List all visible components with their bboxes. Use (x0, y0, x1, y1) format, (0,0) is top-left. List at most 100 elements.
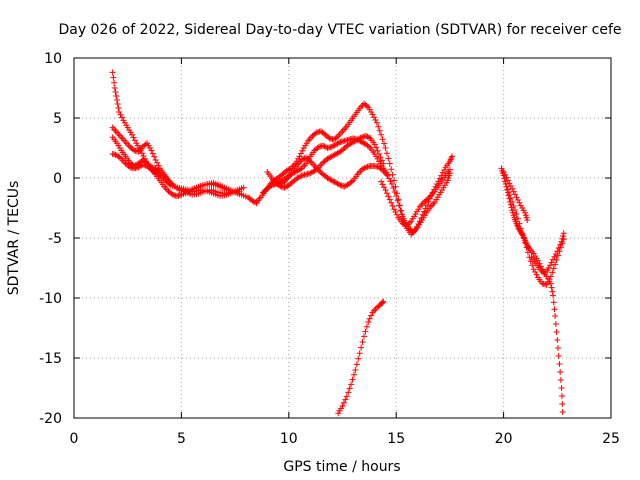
data-point (548, 259, 555, 266)
y-tick-label: -15 (39, 351, 62, 367)
data-point (543, 281, 550, 288)
data-point (346, 385, 353, 392)
data-point (557, 241, 564, 248)
data-point (378, 178, 385, 185)
data-point (552, 321, 559, 327)
data-point (357, 135, 364, 141)
data-point (398, 211, 405, 218)
data-point (142, 141, 149, 148)
data-point (146, 165, 153, 172)
y-tick-label: 0 (53, 171, 62, 187)
x-tick-label: 20 (495, 431, 513, 447)
data-point (549, 269, 556, 276)
data-point (383, 150, 390, 157)
data-point (522, 239, 529, 246)
data-point (530, 266, 537, 273)
data-point (378, 166, 385, 173)
data-point (372, 117, 379, 123)
data-point (296, 153, 303, 160)
data-point (305, 157, 312, 163)
data-point (365, 134, 372, 141)
data-point (391, 177, 398, 184)
data-point (349, 376, 356, 383)
data-point (111, 85, 118, 91)
data-point (139, 150, 146, 157)
data-point (128, 131, 135, 138)
y-tick-label: -5 (48, 231, 62, 247)
data-point (391, 189, 398, 195)
data-point (550, 292, 557, 299)
data-point (386, 175, 393, 182)
data-point (379, 181, 386, 188)
data-point (373, 119, 380, 126)
data-marks (109, 69, 567, 417)
x-tick-label: 15 (387, 431, 405, 447)
data-point (513, 194, 520, 201)
data-point (374, 147, 381, 154)
data-point (350, 371, 357, 378)
data-point (559, 235, 566, 242)
data-point (523, 244, 530, 251)
data-point (369, 111, 376, 118)
data-point (131, 137, 138, 144)
data-point (502, 181, 509, 187)
y-tick-label: 10 (44, 51, 62, 67)
data-point (556, 361, 563, 367)
data-point (549, 288, 556, 295)
data-point (377, 154, 384, 161)
data-point (373, 144, 380, 151)
data-point (507, 201, 514, 208)
data-point (500, 169, 507, 175)
data-point (532, 269, 539, 275)
data-point (111, 79, 118, 86)
data-point (382, 145, 389, 151)
data-point (393, 211, 400, 218)
data-point (333, 134, 340, 141)
data-point (546, 276, 553, 283)
data-point (550, 256, 557, 263)
data-point (397, 207, 404, 214)
data-point (358, 344, 365, 351)
data-point (391, 206, 398, 213)
data-point (152, 157, 159, 163)
data-point (554, 337, 561, 343)
data-point (314, 165, 321, 172)
data-point (446, 166, 453, 173)
data-point (551, 306, 558, 313)
data-point (148, 147, 155, 154)
data-point (151, 153, 158, 160)
data-point (547, 273, 554, 280)
data-point (388, 166, 395, 173)
data-point (109, 124, 116, 131)
data-point (114, 101, 121, 107)
data-point (524, 249, 531, 256)
data-point (510, 188, 517, 195)
data-point (545, 265, 552, 271)
data-point (502, 171, 509, 178)
data-point (396, 202, 403, 209)
data-point (353, 361, 360, 368)
data-point (439, 169, 446, 176)
data-point (402, 222, 409, 229)
data-point (560, 233, 567, 239)
data-point (240, 184, 247, 191)
data-point (516, 220, 523, 227)
data-point (559, 409, 566, 415)
y-tick-label: -10 (39, 291, 62, 307)
data-point (112, 89, 119, 95)
data-point (364, 133, 371, 140)
data-point (558, 385, 565, 391)
data-point (382, 187, 389, 193)
y-tick-label: -20 (39, 411, 62, 427)
data-point (400, 215, 407, 222)
data-point (389, 171, 396, 178)
data-point (116, 109, 123, 115)
data-point (449, 153, 456, 160)
data-point (503, 174, 510, 181)
data-point (441, 167, 448, 173)
data-point (365, 319, 372, 325)
data-point (110, 74, 117, 81)
data-point (113, 97, 120, 103)
data-point (375, 123, 382, 130)
data-point (423, 202, 430, 209)
